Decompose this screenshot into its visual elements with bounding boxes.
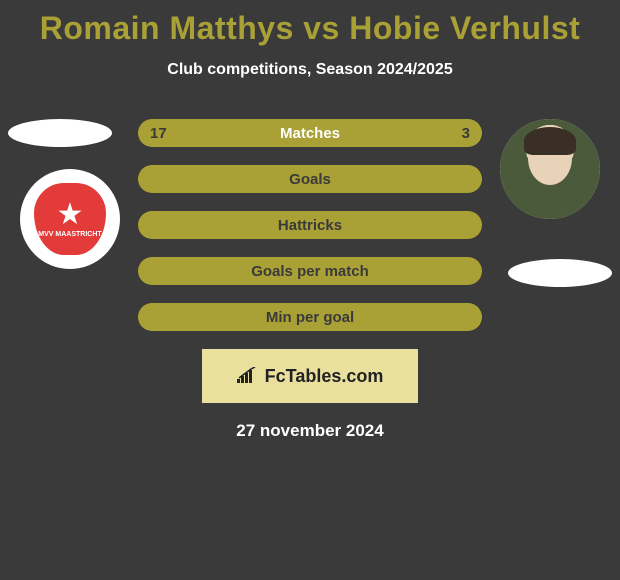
- stat-row: Min per goal: [138, 303, 482, 331]
- stat-label: Matches: [138, 125, 482, 142]
- branding-text: FcTables.com: [265, 366, 384, 387]
- stat-value-left: 17: [150, 125, 167, 142]
- bar-chart-icon: [237, 367, 259, 385]
- comparison-content: ★ MVV MAASTRICHT Matches17 3 Goals Hattrick…: [0, 119, 620, 441]
- stat-value-right: 3: [462, 125, 470, 142]
- left-disc-shape: [8, 119, 112, 147]
- club-badge-text: MVV MAASTRICHT: [38, 231, 101, 238]
- stat-row: Matches17 3: [138, 119, 482, 147]
- stat-label: Min per goal: [138, 309, 482, 326]
- stat-label: Goals per match: [138, 263, 482, 280]
- page-title: Romain Matthys vs Hobie Verhulst: [0, 0, 620, 47]
- club-badge-icon: ★ MVV MAASTRICHT: [34, 183, 106, 255]
- left-player-avatar: ★ MVV MAASTRICHT: [20, 169, 120, 269]
- stat-row: Goals per match: [138, 257, 482, 285]
- page-subtitle: Club competitions, Season 2024/2025: [0, 61, 620, 79]
- stat-rows-container: Matches17 3 Goals Hattricks Goals per match M…: [138, 119, 482, 331]
- stat-label: Goals: [138, 171, 482, 188]
- right-disc-shape: [508, 259, 612, 287]
- player-face-icon: [500, 119, 600, 219]
- stat-row: Hattricks: [138, 211, 482, 239]
- stat-label: Hattricks: [138, 217, 482, 234]
- branding-badge: FcTables.com: [202, 349, 418, 403]
- date-text: 27 november 2024: [0, 421, 620, 441]
- star-icon: ★: [57, 200, 84, 230]
- stat-row: Goals: [138, 165, 482, 193]
- right-player-avatar: [500, 119, 600, 219]
